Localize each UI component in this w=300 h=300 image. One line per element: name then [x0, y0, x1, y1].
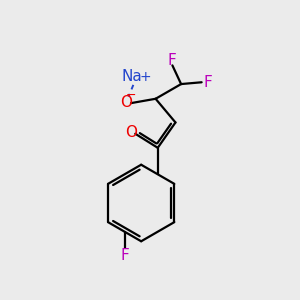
Text: F: F	[203, 75, 212, 90]
Text: O: O	[125, 125, 137, 140]
Text: +: +	[139, 70, 151, 84]
Text: F: F	[120, 248, 129, 263]
Text: O: O	[120, 95, 132, 110]
Text: F: F	[167, 52, 176, 68]
Text: Na: Na	[121, 69, 142, 84]
Text: −: −	[126, 89, 136, 102]
